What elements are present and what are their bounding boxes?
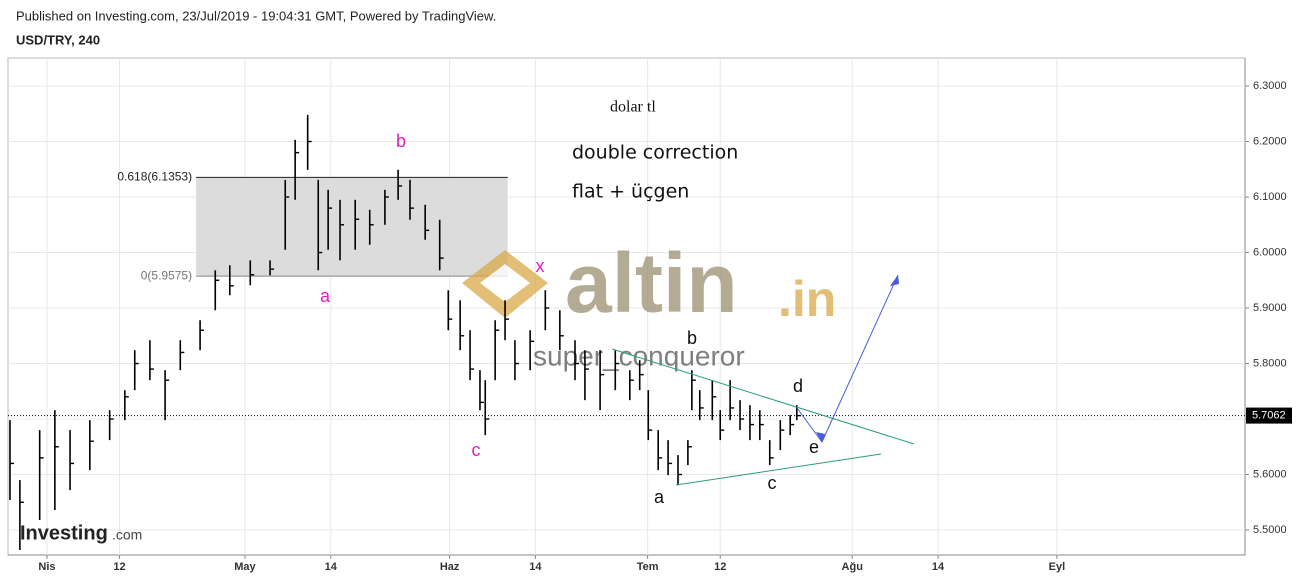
trendline <box>675 453 882 486</box>
y-tick-label: 5.5000 <box>1253 524 1287 536</box>
arrow-head <box>890 275 899 286</box>
x-tick-label: Tem <box>637 561 659 573</box>
x-tick-label: 12 <box>714 561 726 573</box>
wave-label: a <box>320 286 331 306</box>
wave-label: c <box>768 473 777 493</box>
last-price-box <box>1246 407 1292 424</box>
wave-label: a <box>654 487 665 507</box>
x-tick-label: Ağu <box>842 561 863 573</box>
watermark-suffix: .in <box>778 271 836 327</box>
x-tick-label: Eyl <box>1049 561 1066 573</box>
wave-label: c <box>472 440 481 460</box>
wave-label: x <box>536 256 545 276</box>
x-tick-label: 14 <box>325 561 338 573</box>
logo-suffix: .com <box>112 527 142 543</box>
fib-label: 0(5.9575) <box>141 268 192 282</box>
watermark-user: super_conqueror <box>533 340 745 371</box>
x-tick-label: Nis <box>38 561 55 573</box>
x-tick-label: 14 <box>932 561 945 573</box>
published-note: Published on Investing.com, 23/Jul/2019 … <box>16 8 496 23</box>
y-tick-label: 6.0000 <box>1253 246 1287 258</box>
y-tick-label: 6.2000 <box>1253 135 1287 147</box>
wave-label: b <box>687 328 697 348</box>
y-tick-label: 5.9000 <box>1253 302 1287 314</box>
arrow-head <box>816 432 825 442</box>
x-tick-label: Haz <box>440 561 460 573</box>
symbol: USD/TRY, 240 <box>16 32 100 47</box>
note: flat + üçgen <box>572 181 689 203</box>
y-tick-label: 6.3000 <box>1253 80 1287 92</box>
x-tick-label: 12 <box>113 561 125 573</box>
trendline <box>611 348 915 445</box>
watermark-brand: altin <box>565 236 738 330</box>
fib-zone <box>196 177 508 277</box>
y-tick-label: 5.8000 <box>1253 357 1287 369</box>
wave-label: e <box>809 437 819 457</box>
note: double correction <box>572 142 738 164</box>
y-tick-label: 5.6000 <box>1253 468 1287 480</box>
note: dolar tl <box>610 99 656 116</box>
fib-label: 0.618(6.1353) <box>117 170 192 184</box>
wave-label: b <box>396 131 406 151</box>
x-tick-label: 14 <box>529 561 542 573</box>
y-tick-label: 6.1000 <box>1253 191 1287 203</box>
last-price-label: 5.7062 <box>1252 409 1286 421</box>
logo: Investing <box>20 522 108 544</box>
wave-label: d <box>793 376 803 396</box>
drawings <box>611 274 915 486</box>
logo-shape <box>480 264 530 302</box>
x-tick-label: May <box>234 561 256 573</box>
watermark: altin .in super_conqueror <box>462 236 836 371</box>
